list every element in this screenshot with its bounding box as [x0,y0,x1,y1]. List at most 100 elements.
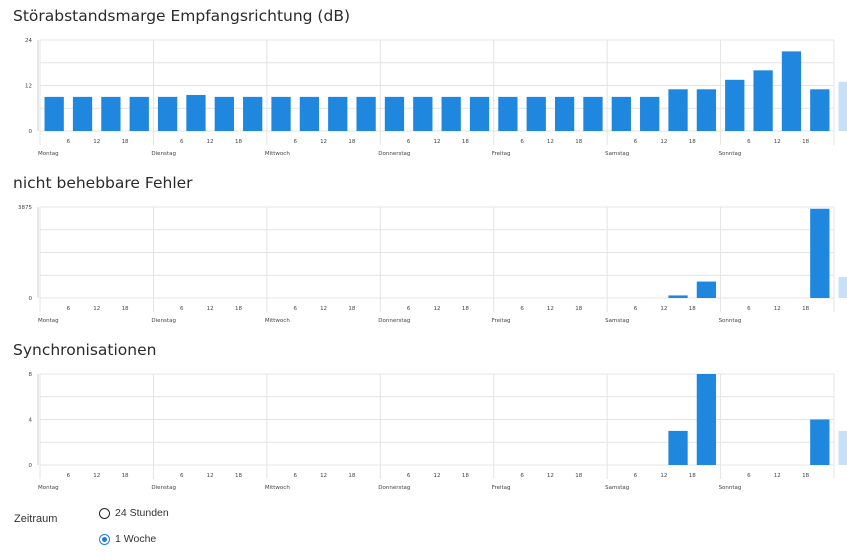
bar [186,94,206,131]
day-label: Dienstag [151,318,176,324]
bar-current [838,276,847,298]
day-label: Donnerstag [378,151,410,157]
day-label: Mittwoch [265,485,290,491]
radio-1-woche-label: 1 Woche [115,533,157,545]
bar [640,96,660,131]
day-label: Sonntag [719,151,742,157]
hour-label: 6 [520,473,524,479]
bar [725,79,745,131]
radio-24-stunden-circle[interactable] [99,507,110,519]
day-label: Sonntag [719,318,742,324]
day-label: Mittwoch [265,318,290,324]
radio-1-woche-circle[interactable] [99,533,110,545]
bar [441,96,461,131]
radio-24-stunden[interactable]: 24 Stunden [99,507,169,519]
hour-label: 18 [462,473,469,479]
day-label: Samstag [605,485,629,491]
hour-label: 18 [348,139,355,145]
hour-label: 12 [660,473,667,479]
hour-label: 18 [689,139,696,145]
bar [271,96,291,131]
day-label: Samstag [605,151,629,157]
bar-current [838,430,847,465]
bar [753,70,773,131]
y-tick-label: 4 [29,418,33,424]
bar [668,295,688,298]
hour-label: 12 [774,306,781,312]
hour-label: 6 [634,306,638,312]
hour-label: 12 [547,306,554,312]
day-label: Freitag [492,318,511,324]
hour-label: 18 [802,306,809,312]
hour-label: 6 [293,306,297,312]
hour-label: 18 [689,306,696,312]
bar [668,430,688,465]
bar [583,96,603,131]
bar [214,96,234,131]
bar [668,89,688,131]
hour-label: 6 [747,473,751,479]
hour-label: 18 [235,306,242,312]
day-label: Freitag [492,151,511,157]
hour-label: 18 [802,473,809,479]
hour-label: 18 [462,306,469,312]
hour-label: 18 [575,139,582,145]
bar [101,96,121,131]
hour-label: 12 [93,473,100,479]
hour-label: 18 [689,473,696,479]
bar [611,96,631,131]
hour-label: 12 [660,306,667,312]
bar [526,96,546,131]
radio-24-stunden-label: 24 Stunden [115,507,169,519]
day-label: Sonntag [719,485,742,491]
y-tick-label: 24 [25,38,32,44]
bar [469,96,490,131]
bar [810,89,830,131]
hour-label: 6 [407,473,411,479]
hour-label: 18 [462,139,469,145]
hour-label: 6 [293,139,297,145]
hour-label: 6 [747,306,751,312]
hour-label: 12 [774,473,781,479]
bar [696,281,717,298]
bar [696,89,717,131]
hour-label: 6 [520,139,524,145]
bar [384,96,405,131]
day-label: Montag [38,318,59,324]
hour-label: 6 [747,139,751,145]
bar [554,96,575,131]
y-tick-label: 0 [29,296,33,302]
hour-label: 18 [235,139,242,145]
chart-title-uncorrectable-errors: nicht behebbare Fehler [13,174,193,192]
radio-1-woche[interactable]: 1 Woche [99,533,156,545]
hour-label: 12 [207,139,214,145]
hour-label: 12 [660,139,667,145]
bar [696,374,717,465]
chart-title-synchronizations: Synchronisationen [13,341,157,359]
hour-label: 12 [93,139,100,145]
bar [498,96,518,131]
hour-label: 6 [520,306,524,312]
hour-label: 6 [180,139,184,145]
hour-label: 12 [547,473,554,479]
hour-label: 18 [575,306,582,312]
bar [810,208,830,298]
day-label: Montag [38,485,59,491]
day-label: Samstag [605,318,629,324]
hour-label: 18 [235,473,242,479]
y-tick-label: 3875 [18,205,32,211]
hour-label: 12 [434,473,441,479]
y-tick-label: 0 [29,463,33,469]
hour-label: 18 [348,306,355,312]
bar-current [838,81,847,131]
bar [72,96,93,131]
hour-label: 12 [434,306,441,312]
hour-label: 12 [320,306,327,312]
hour-label: 6 [407,306,411,312]
day-label: Mittwoch [265,151,290,157]
hour-label: 6 [67,473,71,479]
hour-label: 6 [634,473,638,479]
hour-label: 6 [180,306,184,312]
